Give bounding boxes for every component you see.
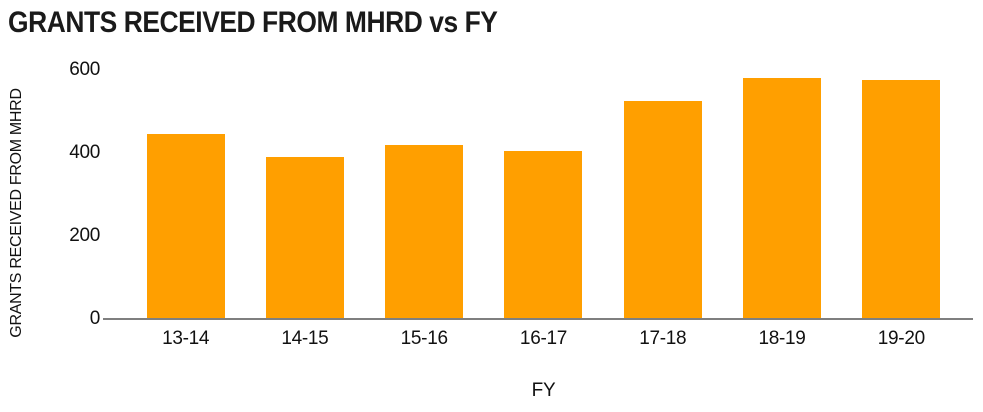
bar-19-20 <box>862 80 941 319</box>
y-tick-label: 200 <box>69 225 100 246</box>
x-tick-label: 13-14 <box>162 328 210 349</box>
x-axis-line <box>103 318 973 320</box>
x-tick-label: 17-18 <box>639 328 687 349</box>
bar-15-16 <box>385 144 464 319</box>
bar-column <box>842 70 961 319</box>
bar-18-19 <box>743 78 822 319</box>
bar-column <box>484 70 603 319</box>
bar-column <box>245 70 364 319</box>
x-tick-label: 14-15 <box>281 328 329 349</box>
bar-column <box>365 70 484 319</box>
y-tick-label: 400 <box>69 142 100 163</box>
bar-column <box>603 70 722 319</box>
x-tick-label: 16-17 <box>519 328 568 349</box>
x-axis-title: FY <box>531 380 556 401</box>
plot-area <box>126 70 961 319</box>
x-tick-label: 15-16 <box>400 328 448 349</box>
chart-title: GRANTS RECEIVED FROM MHRD vs FY <box>8 6 498 39</box>
y-tick-label: 0 <box>89 308 101 329</box>
y-axis-title-text: GRANTS RECEIVED FROM MHRD <box>8 88 25 338</box>
x-tick-label: 19-20 <box>877 328 925 349</box>
y-tick-label: 600 <box>69 59 100 80</box>
bar-14-15 <box>265 157 344 319</box>
bar-17-18 <box>623 101 702 319</box>
bar-13-14 <box>146 134 225 319</box>
bar-column <box>126 70 245 319</box>
x-tick-row: 13-14 14-15 15-16 16-17 17-18 18-19 19-20 <box>126 328 961 350</box>
x-tick-label: 18-19 <box>758 328 806 349</box>
bar-16-17 <box>504 150 583 319</box>
bar-column <box>722 70 841 319</box>
